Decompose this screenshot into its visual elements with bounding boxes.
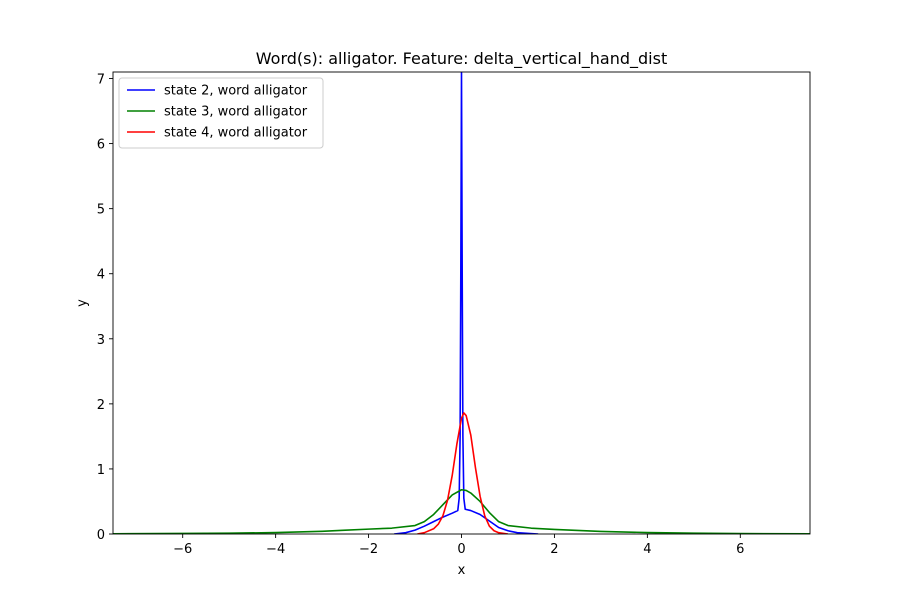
x-tick-label: −4 xyxy=(266,542,285,557)
y-tick-label: 7 xyxy=(97,73,105,88)
plot-area xyxy=(113,72,810,534)
series-line-state-2 xyxy=(394,72,539,534)
legend: state 2, word alligator state 3, word all… xyxy=(118,77,324,149)
y-tick-label: 6 xyxy=(97,138,105,153)
chart-title: Word(s): alligator. Feature: delta_verti… xyxy=(256,49,667,69)
legend-label: state 2, word alligator xyxy=(164,84,308,99)
y-tick-label: 4 xyxy=(97,268,105,283)
y-tick-label: 0 xyxy=(97,528,105,543)
legend-box xyxy=(118,77,324,149)
y-tick-label: 5 xyxy=(97,203,105,218)
x-tick-label: −6 xyxy=(173,542,192,557)
axes: −6 −4 −2 0 2 4 6 0 1 2 3 4 5 6 7 xyxy=(97,71,811,557)
y-axis-label: y xyxy=(75,299,90,307)
series-line-state-3 xyxy=(113,488,810,534)
legend-label: state 4, word alligator xyxy=(164,126,308,141)
series-line-state-4 xyxy=(417,412,509,534)
x-tick-label: 4 xyxy=(643,542,651,557)
y-tick-label: 2 xyxy=(97,398,105,413)
legend-label: state 3, word alligator xyxy=(164,105,308,120)
x-tick-label: −2 xyxy=(359,542,378,557)
x-tick-label: 6 xyxy=(736,542,744,557)
y-tick-label: 1 xyxy=(97,463,105,478)
x-axis-label: x xyxy=(458,563,466,578)
x-tick-label: 2 xyxy=(550,542,558,557)
y-tick-label: 3 xyxy=(97,333,105,348)
x-tick-label: 0 xyxy=(457,542,465,557)
